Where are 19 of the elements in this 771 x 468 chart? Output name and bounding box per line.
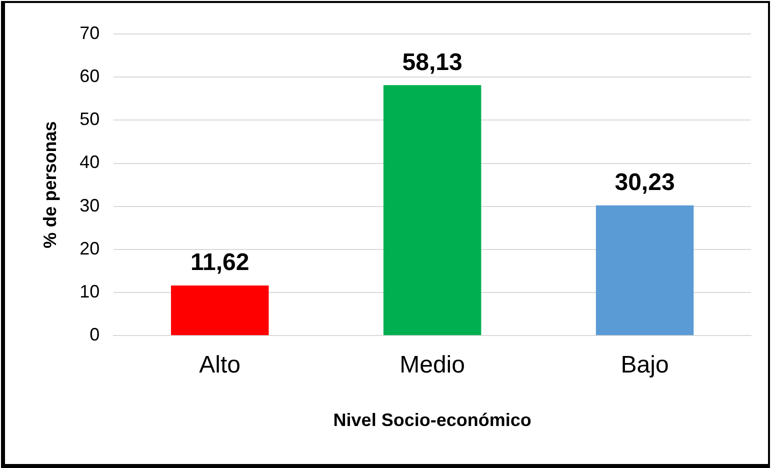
x-tick-label: Medio (400, 352, 465, 379)
y-tick-label: 60 (80, 66, 100, 86)
data-label: 30,23 (614, 168, 675, 196)
x-axis-title: Nivel Socio-económico (333, 410, 532, 430)
bar (170, 286, 269, 336)
y-tick-label: 0 (90, 324, 100, 345)
data-label: 11,62 (190, 249, 250, 276)
y-tick-label: 50 (80, 109, 100, 130)
y-tick-label: 10 (80, 281, 100, 302)
x-tick-label: Alto (199, 352, 241, 379)
y-tick-label: 40 (80, 152, 100, 172)
data-label: 58,13 (402, 48, 462, 76)
y-axis-title: % de personas (40, 121, 60, 248)
y-tick-label: 20 (80, 238, 100, 258)
y-tick-label: 30 (80, 195, 100, 216)
bar (596, 205, 694, 336)
x-tick-label: Bajo (620, 352, 669, 379)
y-tick-label: 70 (80, 22, 100, 43)
bar (383, 85, 482, 336)
